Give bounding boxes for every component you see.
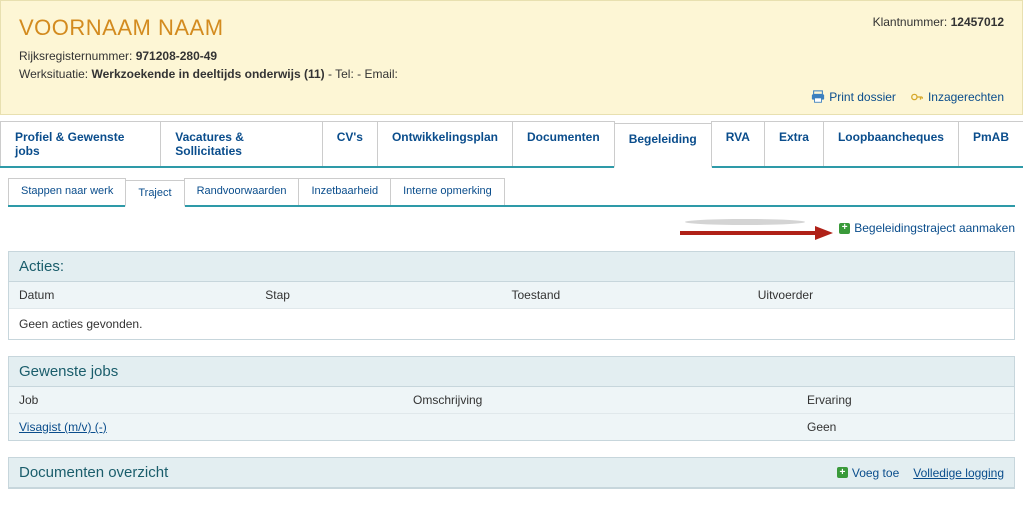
table-row: Visagist (m/v) (-) Geen [9, 414, 1014, 440]
main-tab[interactable]: CV's [322, 121, 378, 166]
job-omschrijving [413, 420, 807, 434]
gewenste-jobs-title: Gewenste jobs [9, 357, 1014, 387]
client-name: VOORNAAM NAAM [19, 15, 1004, 41]
rrn-label: Rijksregisternummer: [19, 49, 132, 63]
sub-tab-bar: Stappen naar werkTrajectRandvoorwaardenI… [8, 178, 1015, 207]
sub-tab[interactable]: Randvoorwaarden [184, 178, 300, 205]
col-job: Job [19, 393, 413, 407]
acties-empty: Geen acties gevonden. [9, 309, 1014, 339]
rrn-line: Rijksregisternummer: 971208-280-49 [19, 47, 1004, 65]
main-tab[interactable]: PmAB [958, 121, 1023, 166]
create-traject-link[interactable]: + Begeleidingstraject aanmaken [839, 221, 1015, 235]
acties-title: Acties: [9, 252, 1014, 282]
job-link[interactable]: Visagist (m/v) (-) [19, 420, 107, 434]
documenten-actions: + Voeg toe Volledige logging [837, 466, 1004, 480]
main-tab[interactable]: Documenten [512, 121, 615, 166]
email-label: - Email: [357, 67, 398, 81]
inzagerechten-link[interactable]: Inzagerechten [910, 90, 1004, 104]
col-omschrijving: Omschrijving [413, 393, 807, 407]
tel-label: - Tel: [328, 67, 354, 81]
acties-table-head: Datum Stap Toestand Uitvoerder [9, 282, 1014, 309]
main-tab[interactable]: RVA [711, 121, 765, 166]
work-line: Werksituatie: Werkzoekende in deeltijds … [19, 65, 1004, 83]
main-tab[interactable]: Begeleiding [614, 123, 712, 168]
main-tab[interactable]: Profiel & Gewenste jobs [0, 121, 161, 166]
inzagerechten-label: Inzagerechten [928, 90, 1004, 104]
documenten-add-link[interactable]: + Voeg toe [837, 466, 899, 480]
main-tab[interactable]: Extra [764, 121, 824, 166]
job-ervaring: Geen [807, 420, 1004, 434]
jobs-table-head: Job Omschrijving Ervaring [9, 387, 1014, 414]
print-dossier-link[interactable]: Print dossier [811, 90, 896, 104]
client-number: Klantnummer: 12457012 [873, 15, 1004, 29]
col-uitvoerder: Uitvoerder [758, 288, 1004, 302]
sub-tab[interactable]: Stappen naar werk [8, 178, 126, 205]
printer-icon [811, 90, 825, 104]
client-number-value: 12457012 [951, 15, 1004, 29]
main-tab[interactable]: Loopbaancheques [823, 121, 959, 166]
documenten-panel: Documenten overzicht + Voeg toe Volledig… [8, 457, 1015, 489]
sub-tab[interactable]: Traject [125, 180, 184, 207]
plus-icon: + [837, 467, 848, 478]
plus-icon: + [839, 223, 850, 234]
arrow-annotation-icon [675, 219, 835, 243]
print-dossier-label: Print dossier [829, 90, 896, 104]
acties-panel: Acties: Datum Stap Toestand Uitvoerder G… [8, 251, 1015, 340]
col-ervaring: Ervaring [807, 393, 1004, 407]
key-icon [910, 90, 924, 104]
col-stap: Stap [265, 288, 511, 302]
documenten-add-label: Voeg toe [852, 466, 899, 480]
annotation-row: + Begeleidingstraject aanmaken [8, 215, 1015, 245]
col-toestand: Toestand [512, 288, 758, 302]
sub-tab[interactable]: Inzetbaarheid [298, 178, 391, 205]
work-label: Werksituatie: [19, 67, 88, 81]
documenten-logging-link[interactable]: Volledige logging [913, 466, 1004, 480]
main-tab-bar: Profiel & Gewenste jobsVacatures & Solli… [0, 121, 1023, 168]
main-tab[interactable]: Ontwikkelingsplan [377, 121, 513, 166]
gewenste-jobs-panel: Gewenste jobs Job Omschrijving Ervaring … [8, 356, 1015, 441]
work-value: Werkzoekende in deeltijds onderwijs (11) [91, 67, 324, 81]
create-traject-label: Begeleidingstraject aanmaken [854, 221, 1015, 235]
client-number-label: Klantnummer: [873, 15, 948, 29]
main-tab[interactable]: Vacatures & Sollicitaties [160, 121, 323, 166]
header-actions: Print dossier Inzagerechten [811, 90, 1004, 104]
col-datum: Datum [19, 288, 265, 302]
client-header-panel: VOORNAAM NAAM Klantnummer: 12457012 Rijk… [0, 0, 1023, 115]
documenten-title-row: Documenten overzicht + Voeg toe Volledig… [9, 458, 1014, 488]
rrn-value: 971208-280-49 [136, 49, 217, 63]
sub-tab[interactable]: Interne opmerking [390, 178, 505, 205]
documenten-title: Documenten overzicht [19, 464, 168, 481]
